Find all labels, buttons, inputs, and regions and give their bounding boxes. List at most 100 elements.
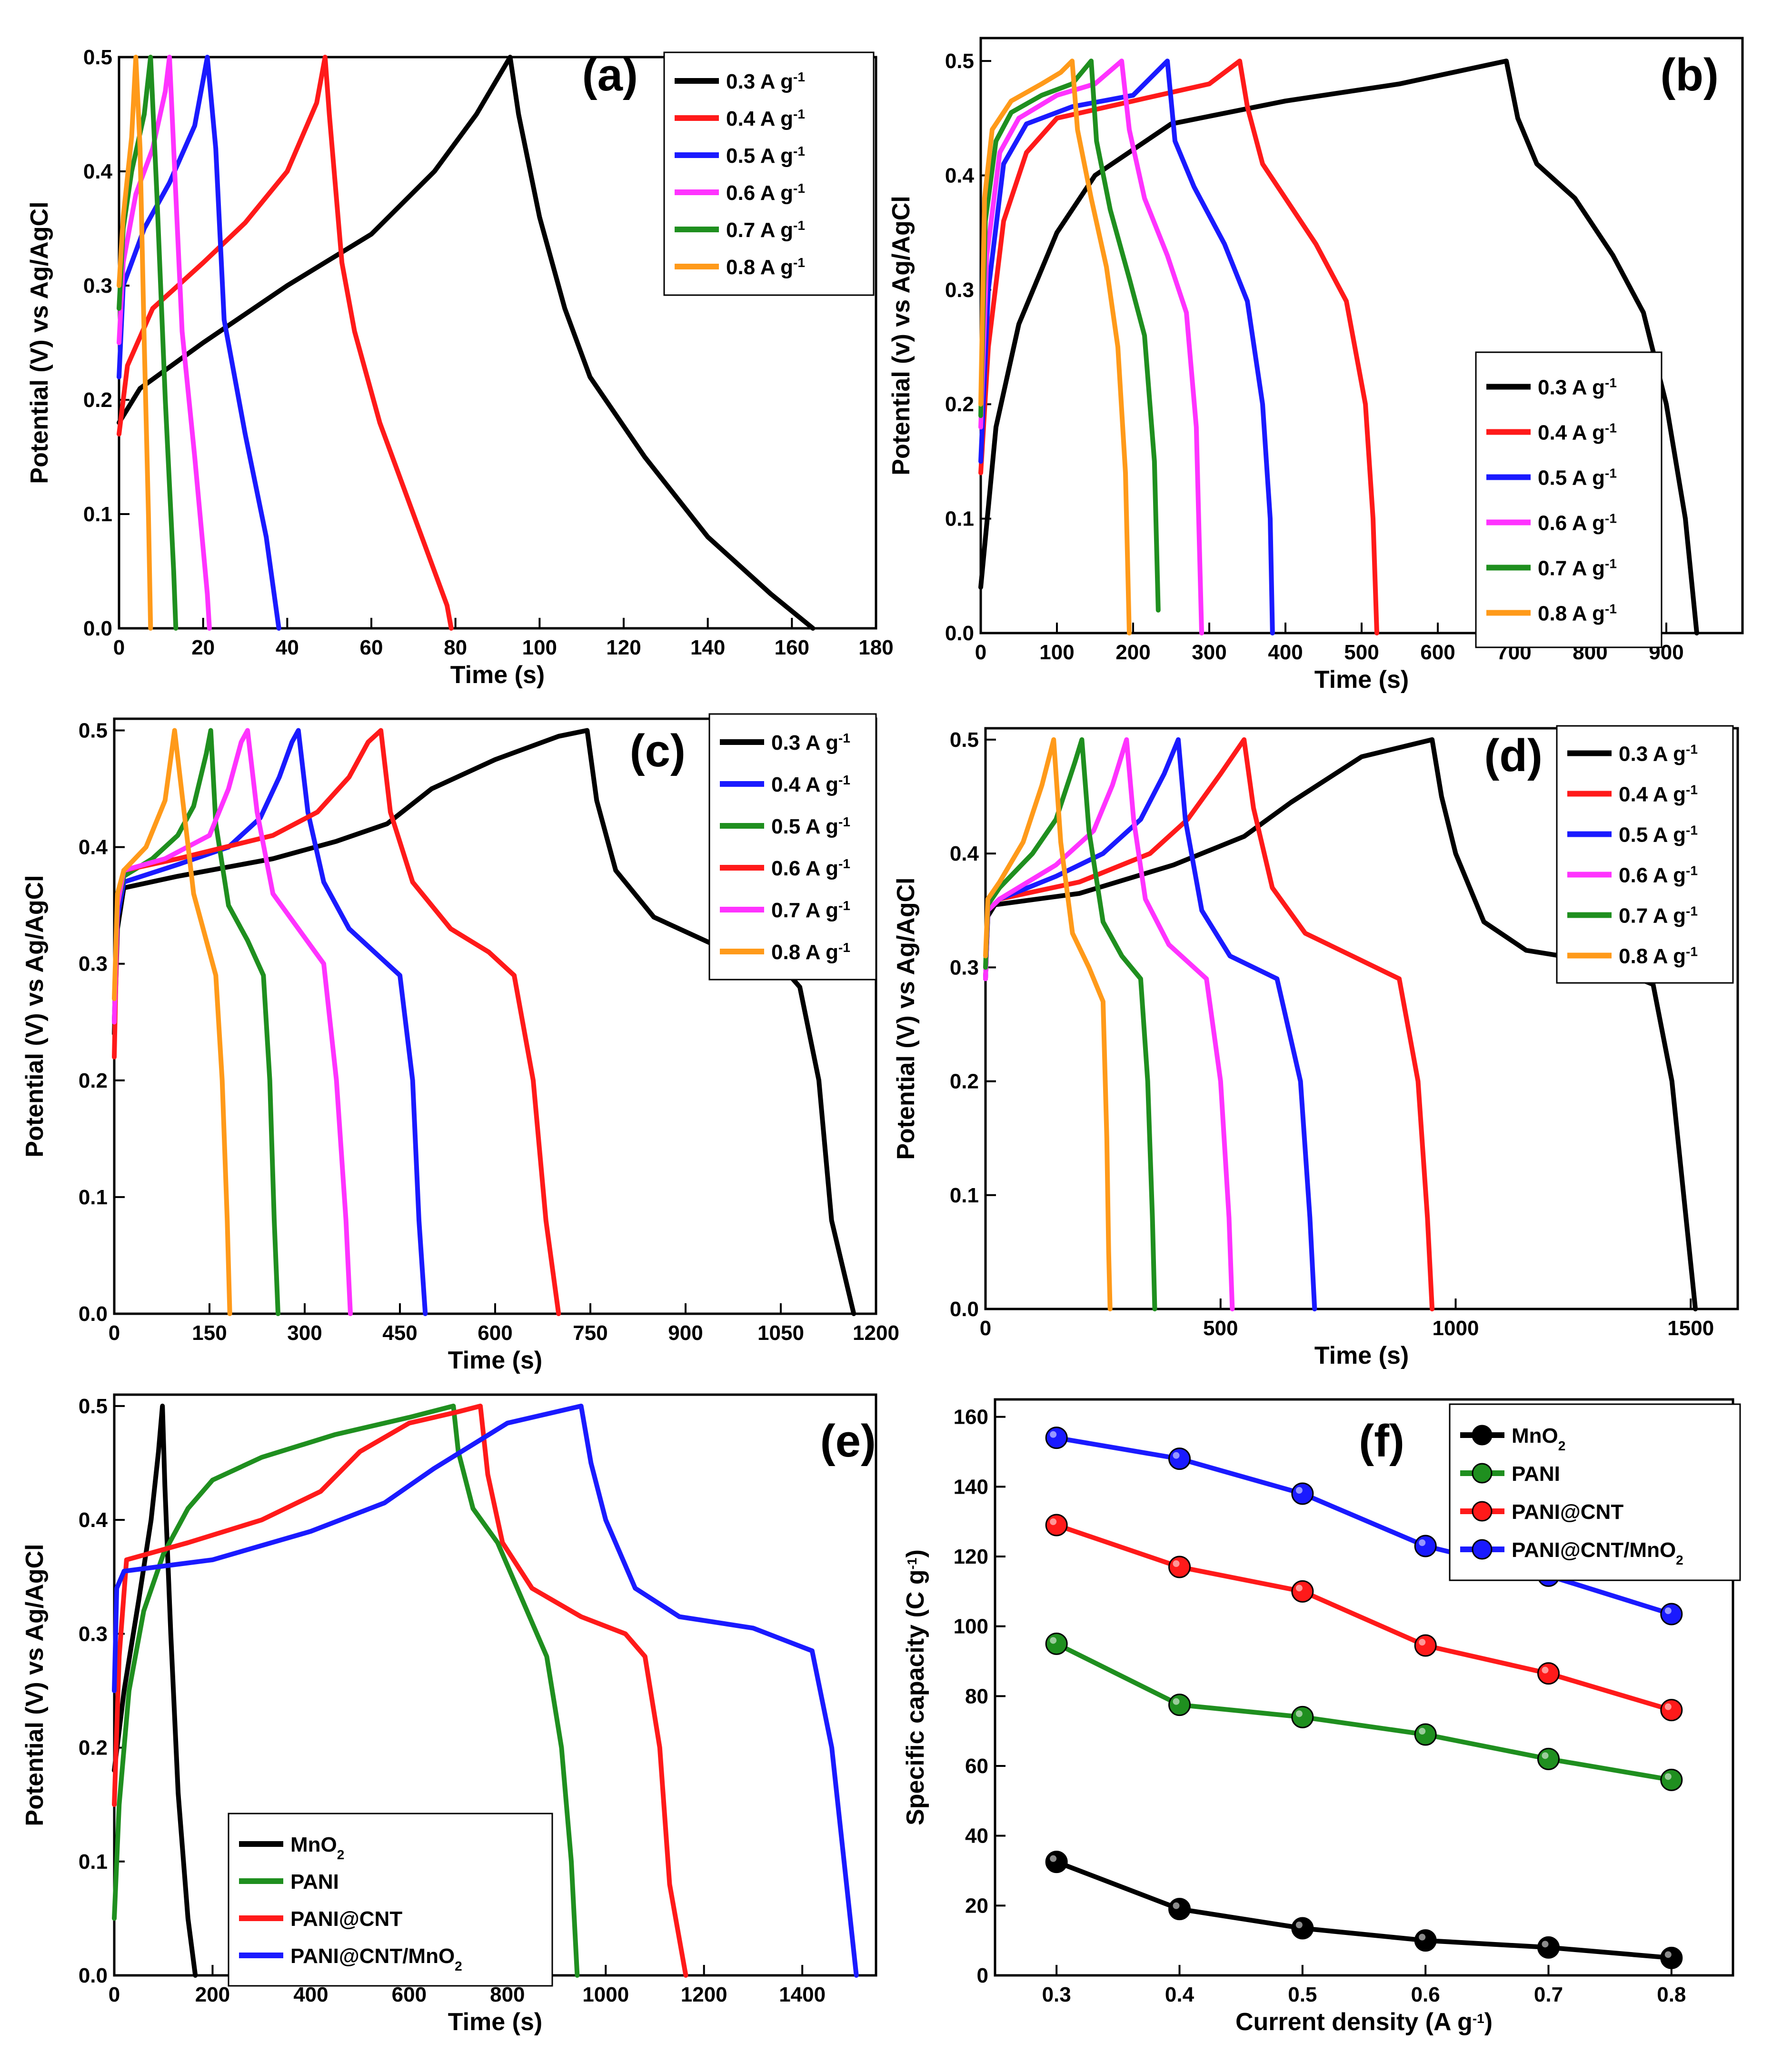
data-point-highlight [1664,1607,1672,1614]
legend-label: 0.5 A g-1 [726,144,805,168]
series-line-0-6-a-g [112,728,561,1316]
y-axis-title: Potential (V) vs Ag/AgCl [26,201,53,484]
data-point [1414,1535,1437,1557]
legend-label: 0.4 A g-1 [1619,782,1698,806]
y-tick-label: 0.5 [79,719,108,743]
x-tick-label: 1000 [1433,1317,1479,1340]
legend-label-main: 0.7 A g [726,218,793,242]
series-line-0-8-a-g [117,55,153,631]
series-line-0-6-a-g [978,59,1204,635]
x-tick-label: 900 [668,1321,703,1345]
legend-label-sub: 2 [1558,1438,1566,1453]
legend-label-main: PANI@CNT [290,1907,402,1931]
panel-label: (f) [1359,1416,1404,1467]
legend-label-main: 0.6 A g [771,857,838,880]
y-tick-label: 0.4 [83,160,113,183]
x-tick-label: 20 [191,636,215,659]
x-tick-label: 0.5 [1288,1983,1317,2006]
x-axis-title: Current density (A g-1) [1235,2008,1493,2036]
legend-label-main: 0.3 A g [1619,743,1686,766]
legend-label-main: PANI@CNT [1512,1500,1623,1524]
panel-label: (a) [582,50,638,100]
legend-label-sup: -1 [793,69,805,84]
x-tick-label: 80 [444,636,467,659]
legend-label-main: 0.8 A g [726,256,793,279]
x-tick-label: 200 [195,1983,230,2006]
legend-label: 0.7 A g-1 [1619,903,1698,928]
legend-label-main: 0.7 A g [1538,557,1605,580]
data-point [1045,1632,1068,1655]
series-line-pani-cnt-mno2 [112,1403,859,1978]
legend-label: 0.8 A g-1 [726,255,805,279]
y-tick-label: 0.0 [83,617,112,640]
legend-label: 0.8 A g-1 [771,940,850,964]
y-tick-label: 160 [954,1406,988,1429]
data-point-highlight [1419,1728,1426,1735]
y-tick-label: 0.0 [950,1298,979,1321]
y-axis-title-text: Potential (v) vs Ag/AgCl [887,196,915,475]
x-tick-label: 1500 [1667,1317,1714,1340]
x-tick-label: 60 [360,636,383,659]
y-tick-label: 120 [954,1545,988,1568]
x-tick-label: 100 [522,636,557,659]
y-tick-label: 0.2 [945,393,974,416]
legend-box [1475,351,1663,648]
y-tick-label: 0.3 [83,274,112,297]
y-tick-label: 0.1 [950,1184,979,1207]
legend-label-sup: -1 [1605,420,1617,435]
series-line-0-8-a-g [978,59,1132,635]
series-line-0-4-a-g [117,55,454,631]
legend-label: 0.5 A g-1 [1619,823,1698,847]
data-point [1045,1427,1068,1449]
panel-label: (e) [820,1416,876,1467]
data-point [1414,1634,1437,1657]
series-line-0-5-a-g [983,737,1317,1311]
legend-label-sup: -1 [1686,782,1698,797]
x-tick-label: 0 [975,641,986,664]
y-axis-title: Potential (v) vs Ag/AgCl [887,196,915,475]
legend-label-main: 0.7 A g [1619,904,1686,928]
data-point-highlight [1664,1951,1672,1958]
x-tick-label: 40 [276,636,299,659]
x-axis-title: Time (s) [448,2008,542,2036]
y-axis-title-text: Specific capacity (C g [902,1569,929,1825]
legend-label: 0.4 A g-1 [726,107,805,131]
y-tick-label: 0.2 [79,1736,108,1760]
y-axis-title: Potential (V) vs Ag/AgCl [21,1544,49,1826]
data-point [1291,1705,1314,1728]
data-point [1660,1699,1683,1722]
data-point [1537,1662,1560,1685]
y-tick-label: 0.3 [945,278,974,302]
x-axis-title-text: Current density (A g [1235,2008,1473,2036]
series-line-0-5-a-g [112,728,280,1316]
x-tick-label: 1200 [853,1321,899,1345]
legend-label: PANI@CNT/MnO2 [290,1944,462,1973]
y-tick-label: 0.4 [950,842,979,865]
legend-label-main: 0.5 A g [771,815,838,838]
series-line-mno2 [112,1403,198,1978]
x-tick-label: 0.7 [1534,1983,1563,2006]
x-tick-label: 400 [1268,641,1303,664]
legend-label: 0.6 A g-1 [726,181,805,205]
legend-label: 0.7 A g-1 [771,898,850,922]
y-tick-label: 0.4 [79,836,108,859]
legend-label-main: 0.4 A g [1619,783,1686,806]
legend-label-sup: -1 [838,814,850,829]
series-line-0-3-a-g [117,55,816,631]
series-line-pani [1054,1641,1674,1783]
x-axis-title: Time (s) [448,1347,542,1374]
legend-label-main: MnO [1512,1424,1558,1447]
y-tick-label: 0.3 [79,1622,108,1646]
legend-label: 0.7 A g-1 [1538,556,1617,580]
series-line-pani-cnt [1054,1523,1674,1713]
x-tick-label: 600 [392,1983,427,2006]
y-axis-title: Potential (V) vs Ag/AgCl [21,875,49,1157]
y-tick-label: 0.5 [83,46,112,69]
x-axis-title-end: ) [1484,2008,1493,2036]
legend-label: 0.7 A g-1 [726,218,805,242]
data-point-highlight [1295,1487,1303,1494]
data-point [1291,1917,1314,1940]
data-point-highlight [1295,1922,1303,1928]
legend-label: 0.5 A g-1 [1538,466,1617,490]
